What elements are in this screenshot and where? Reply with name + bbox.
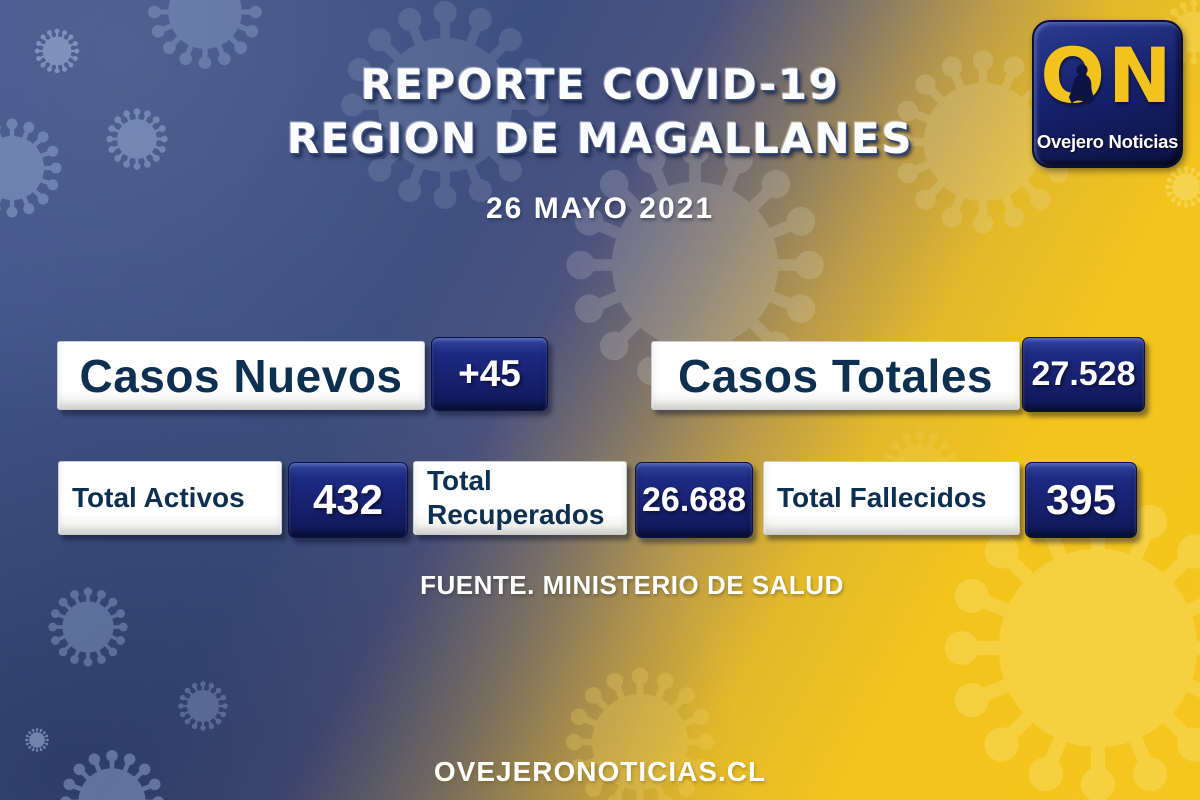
casos-nuevos-label: Casos Nuevos — [79, 349, 403, 402]
total-recuperados-value-box: 26.688 — [635, 462, 753, 538]
report-date: 26 MAYO 2021 — [485, 192, 715, 225]
ovejero-noticias-logo: ON Ovejero Noticias — [1032, 20, 1183, 168]
total-activos-label-box: Total Activos — [58, 461, 282, 535]
total-recuperados-value: 26.688 — [642, 480, 746, 519]
total-recuperados-label-box: Total Recuperados — [413, 461, 627, 535]
total-fallecidos-value: 395 — [1045, 476, 1117, 523]
shepherd-silhouette-icon — [1068, 64, 1096, 105]
report-title: REPORTE COVID-19 REGION DE MAGALLANES — [0, 58, 1200, 166]
website-footer: OVEJERONOTICIAS.CL — [433, 756, 767, 787]
total-recuperados-label: Total Recuperados — [427, 465, 605, 530]
source-text: FUENTE. MINISTERIO DE SALUD — [420, 570, 844, 600]
casos-totales-value: 27.528 — [1031, 355, 1136, 393]
total-activos-value-box: 432 — [288, 462, 408, 538]
total-fallecidos-value-box: 395 — [1025, 462, 1137, 538]
casos-nuevos-label-box: Casos Nuevos — [57, 341, 425, 410]
casos-totales-label: Casos Totales — [678, 349, 993, 402]
total-activos-label: Total Activos — [72, 482, 245, 513]
casos-nuevos-value-box: +45 — [431, 337, 548, 411]
casos-totales-label-box: Casos Totales — [651, 341, 1020, 410]
title-line-1: REPORTE COVID-19 — [360, 60, 840, 109]
logo-name: Ovejero Noticias — [1036, 131, 1179, 152]
logo-initials: ON — [1040, 31, 1175, 120]
total-fallecidos-label-box: Total Fallecidos — [763, 461, 1020, 535]
total-fallecidos-label: Total Fallecidos — [777, 482, 987, 513]
casos-nuevos-value: +45 — [458, 353, 521, 394]
total-activos-value: 432 — [312, 476, 384, 523]
casos-totales-value-box: 27.528 — [1022, 337, 1145, 412]
title-line-2: REGION DE MAGALLANES — [286, 114, 914, 163]
source-line: FUENTE. MINISTERIO DE SALUD — [0, 570, 1200, 601]
